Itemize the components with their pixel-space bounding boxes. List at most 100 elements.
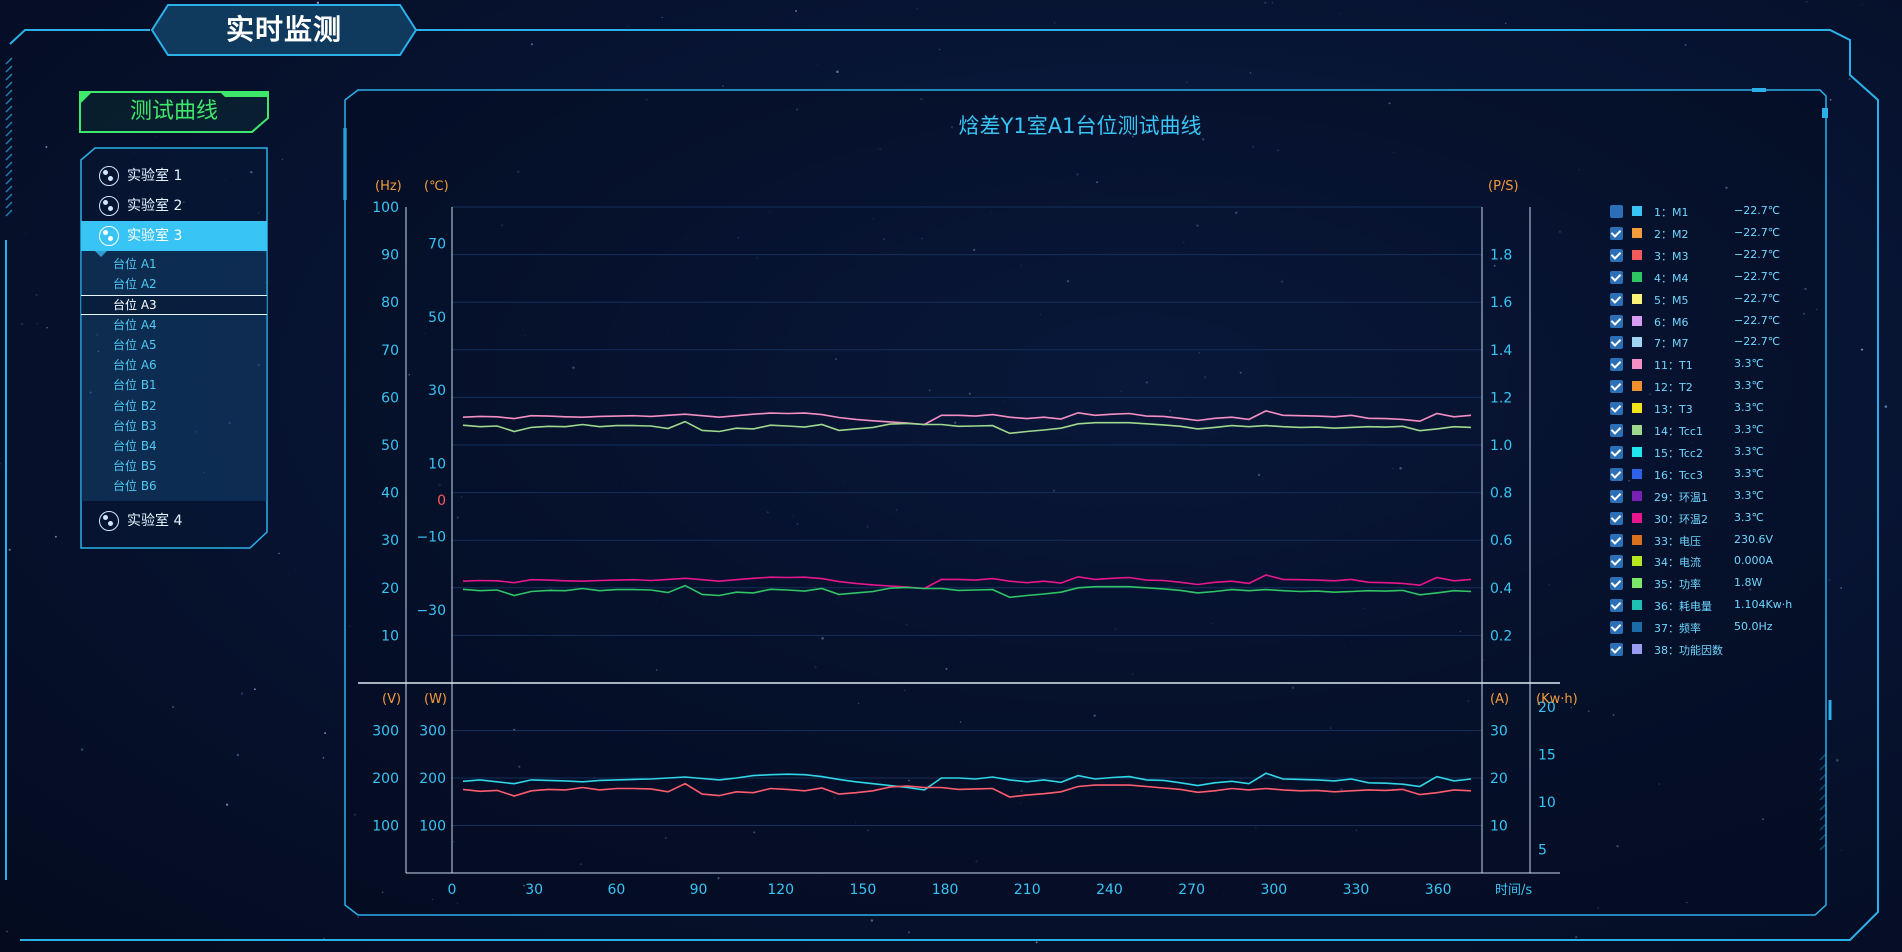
lab-item-2[interactable]: 实验室 2 <box>81 191 267 221</box>
lab-label: 实验室 2 <box>127 198 183 214</box>
legend-checkbox[interactable] <box>1610 248 1623 262</box>
station-label: 台位 A6 <box>113 358 157 372</box>
legend-item[interactable]: 11：T1 3.3℃ <box>1608 355 1818 375</box>
legend-item[interactable]: 5：M5 −22.7℃ <box>1608 290 1818 310</box>
legend-checkbox[interactable] <box>1610 445 1623 459</box>
legend-checkbox[interactable] <box>1610 424 1623 437</box>
legend-checkbox[interactable] <box>1610 402 1623 416</box>
star-dot <box>236 753 240 757</box>
legend-checkbox[interactable] <box>1610 467 1623 481</box>
lab-item-4[interactable]: 实验室 4 <box>81 506 267 536</box>
star-dot <box>172 705 175 709</box>
station-item[interactable]: 台位 A4 <box>81 315 267 335</box>
legend-value: −22.7℃ <box>1734 204 1781 217</box>
y-tick-label: 10 <box>381 628 399 644</box>
star-dot <box>1131 673 1134 675</box>
legend-item[interactable]: 37：频率 50.0Hz <box>1608 618 1818 638</box>
star-dot <box>8 548 11 551</box>
legend-item[interactable]: 34：电流 0.000A <box>1608 552 1818 572</box>
legend-item[interactable]: 12：T2 3.3℃ <box>1608 377 1818 397</box>
y-tick-label: 80 <box>381 295 399 311</box>
legend-checkbox[interactable] <box>1610 621 1623 635</box>
station-item[interactable]: 台位 B3 <box>81 416 267 436</box>
lab-item-1[interactable]: 实验室 1 <box>81 161 267 191</box>
legend-item[interactable]: 38：功能因数 <box>1608 640 1818 660</box>
axis-unit-label: (A) <box>1490 692 1509 707</box>
legend-value: 3.3℃ <box>1734 466 1764 480</box>
legend-checkbox[interactable] <box>1610 643 1623 656</box>
legend-swatch <box>1632 293 1642 304</box>
station-item[interactable]: 台位 B4 <box>81 436 267 456</box>
star-dot <box>821 637 824 640</box>
legend-item[interactable]: 16：Tcc3 3.3℃ <box>1608 465 1818 485</box>
legend-checkbox[interactable] <box>1610 511 1623 525</box>
star-dot <box>975 860 978 863</box>
station-item[interactable]: 台位 A1 <box>81 254 267 274</box>
legend-checkbox[interactable] <box>1610 270 1623 284</box>
legend-item[interactable]: 7：M7 −22.7℃ <box>1608 333 1818 353</box>
star-dot <box>1198 352 1200 354</box>
y-tick-label: 1.4 <box>1490 343 1512 359</box>
legend-checkbox[interactable] <box>1610 314 1623 328</box>
legend-checkbox[interactable] <box>1610 205 1623 218</box>
star-dot <box>1202 138 1205 141</box>
legend-checkbox[interactable] <box>1610 555 1623 569</box>
star-dot <box>1587 710 1590 713</box>
station-item[interactable]: 台位 B1 <box>81 375 267 395</box>
legend-item[interactable]: 36：耗电量 1.104Kw·h <box>1608 596 1818 616</box>
star-dot <box>1196 224 1199 227</box>
legend-checkbox[interactable] <box>1610 599 1623 613</box>
legend-item[interactable]: 2：M2 −22.7℃ <box>1608 224 1818 244</box>
x-tick-label: 120 <box>767 882 794 898</box>
legend-item[interactable]: 14：Tcc1 3.3℃ <box>1608 421 1818 441</box>
legend-name: 11：T1 <box>1654 359 1693 373</box>
legend-checkbox[interactable] <box>1610 336 1623 350</box>
star-dot <box>1857 935 1859 937</box>
star-dot <box>858 702 860 704</box>
star-dot <box>1287 884 1288 886</box>
legend-item[interactable]: 4：M4 −22.7℃ <box>1608 268 1818 288</box>
station-item[interactable]: 台位 B6 <box>81 476 267 496</box>
star-dot <box>1558 230 1562 233</box>
lab-icon <box>99 226 119 246</box>
legend-checkbox[interactable] <box>1610 292 1623 306</box>
lab-item-3[interactable]: 实验室 3 <box>81 221 267 251</box>
legend-name: 2：M2 <box>1654 227 1689 241</box>
star-dot <box>523 884 525 887</box>
station-item-selected[interactable]: 台位 A3 <box>81 295 267 315</box>
legend-item[interactable]: 15：Tcc2 3.3℃ <box>1608 443 1818 463</box>
legend-checkbox[interactable] <box>1610 358 1623 372</box>
station-item[interactable]: 台位 B5 <box>81 456 267 476</box>
legend-item[interactable]: 33：电压 230.6V <box>1608 531 1818 551</box>
legend-item[interactable]: 29：环温1 3.3℃ <box>1608 487 1818 507</box>
legend-item[interactable]: 1：M1 −22.7℃ <box>1608 202 1818 222</box>
star-dot <box>226 803 229 806</box>
legend-checkbox[interactable] <box>1610 489 1623 503</box>
legend-item[interactable]: 13：T3 3.3℃ <box>1608 399 1818 419</box>
station-item[interactable]: 台位 B2 <box>81 396 267 416</box>
star-dot <box>1339 13 1341 15</box>
legend-item[interactable]: 35：功率 1.8W <box>1608 574 1818 594</box>
legend-name: 4：M4 <box>1654 271 1689 285</box>
legend-checkbox[interactable] <box>1610 380 1623 394</box>
star-dot <box>1291 686 1295 689</box>
legend-checkbox[interactable] <box>1610 533 1623 547</box>
station-item[interactable]: 台位 A5 <box>81 335 267 355</box>
legend-checkbox[interactable] <box>1610 226 1623 240</box>
star-dot <box>628 25 630 27</box>
legend-item[interactable]: 3：M3 −22.7℃ <box>1608 246 1818 266</box>
legend-name: 6：M6 <box>1654 315 1689 329</box>
star-dot <box>1861 4 1863 6</box>
legend-checkbox[interactable] <box>1610 577 1623 591</box>
legend-value: −22.7℃ <box>1734 291 1781 305</box>
star-dot <box>796 108 798 111</box>
station-label: 台位 B2 <box>113 399 157 413</box>
station-item[interactable]: 台位 A2 <box>81 274 267 294</box>
station-item[interactable]: 台位 A6 <box>81 355 267 375</box>
y-tick-label: 0 <box>437 493 446 509</box>
star-dot <box>1203 376 1207 379</box>
legend-item[interactable]: 6：M6 −22.7℃ <box>1608 312 1818 332</box>
legend-item[interactable]: 30：环温2 3.3℃ <box>1608 509 1818 529</box>
y-tick-label: 0.6 <box>1490 533 1512 549</box>
star-dot <box>482 451 483 452</box>
